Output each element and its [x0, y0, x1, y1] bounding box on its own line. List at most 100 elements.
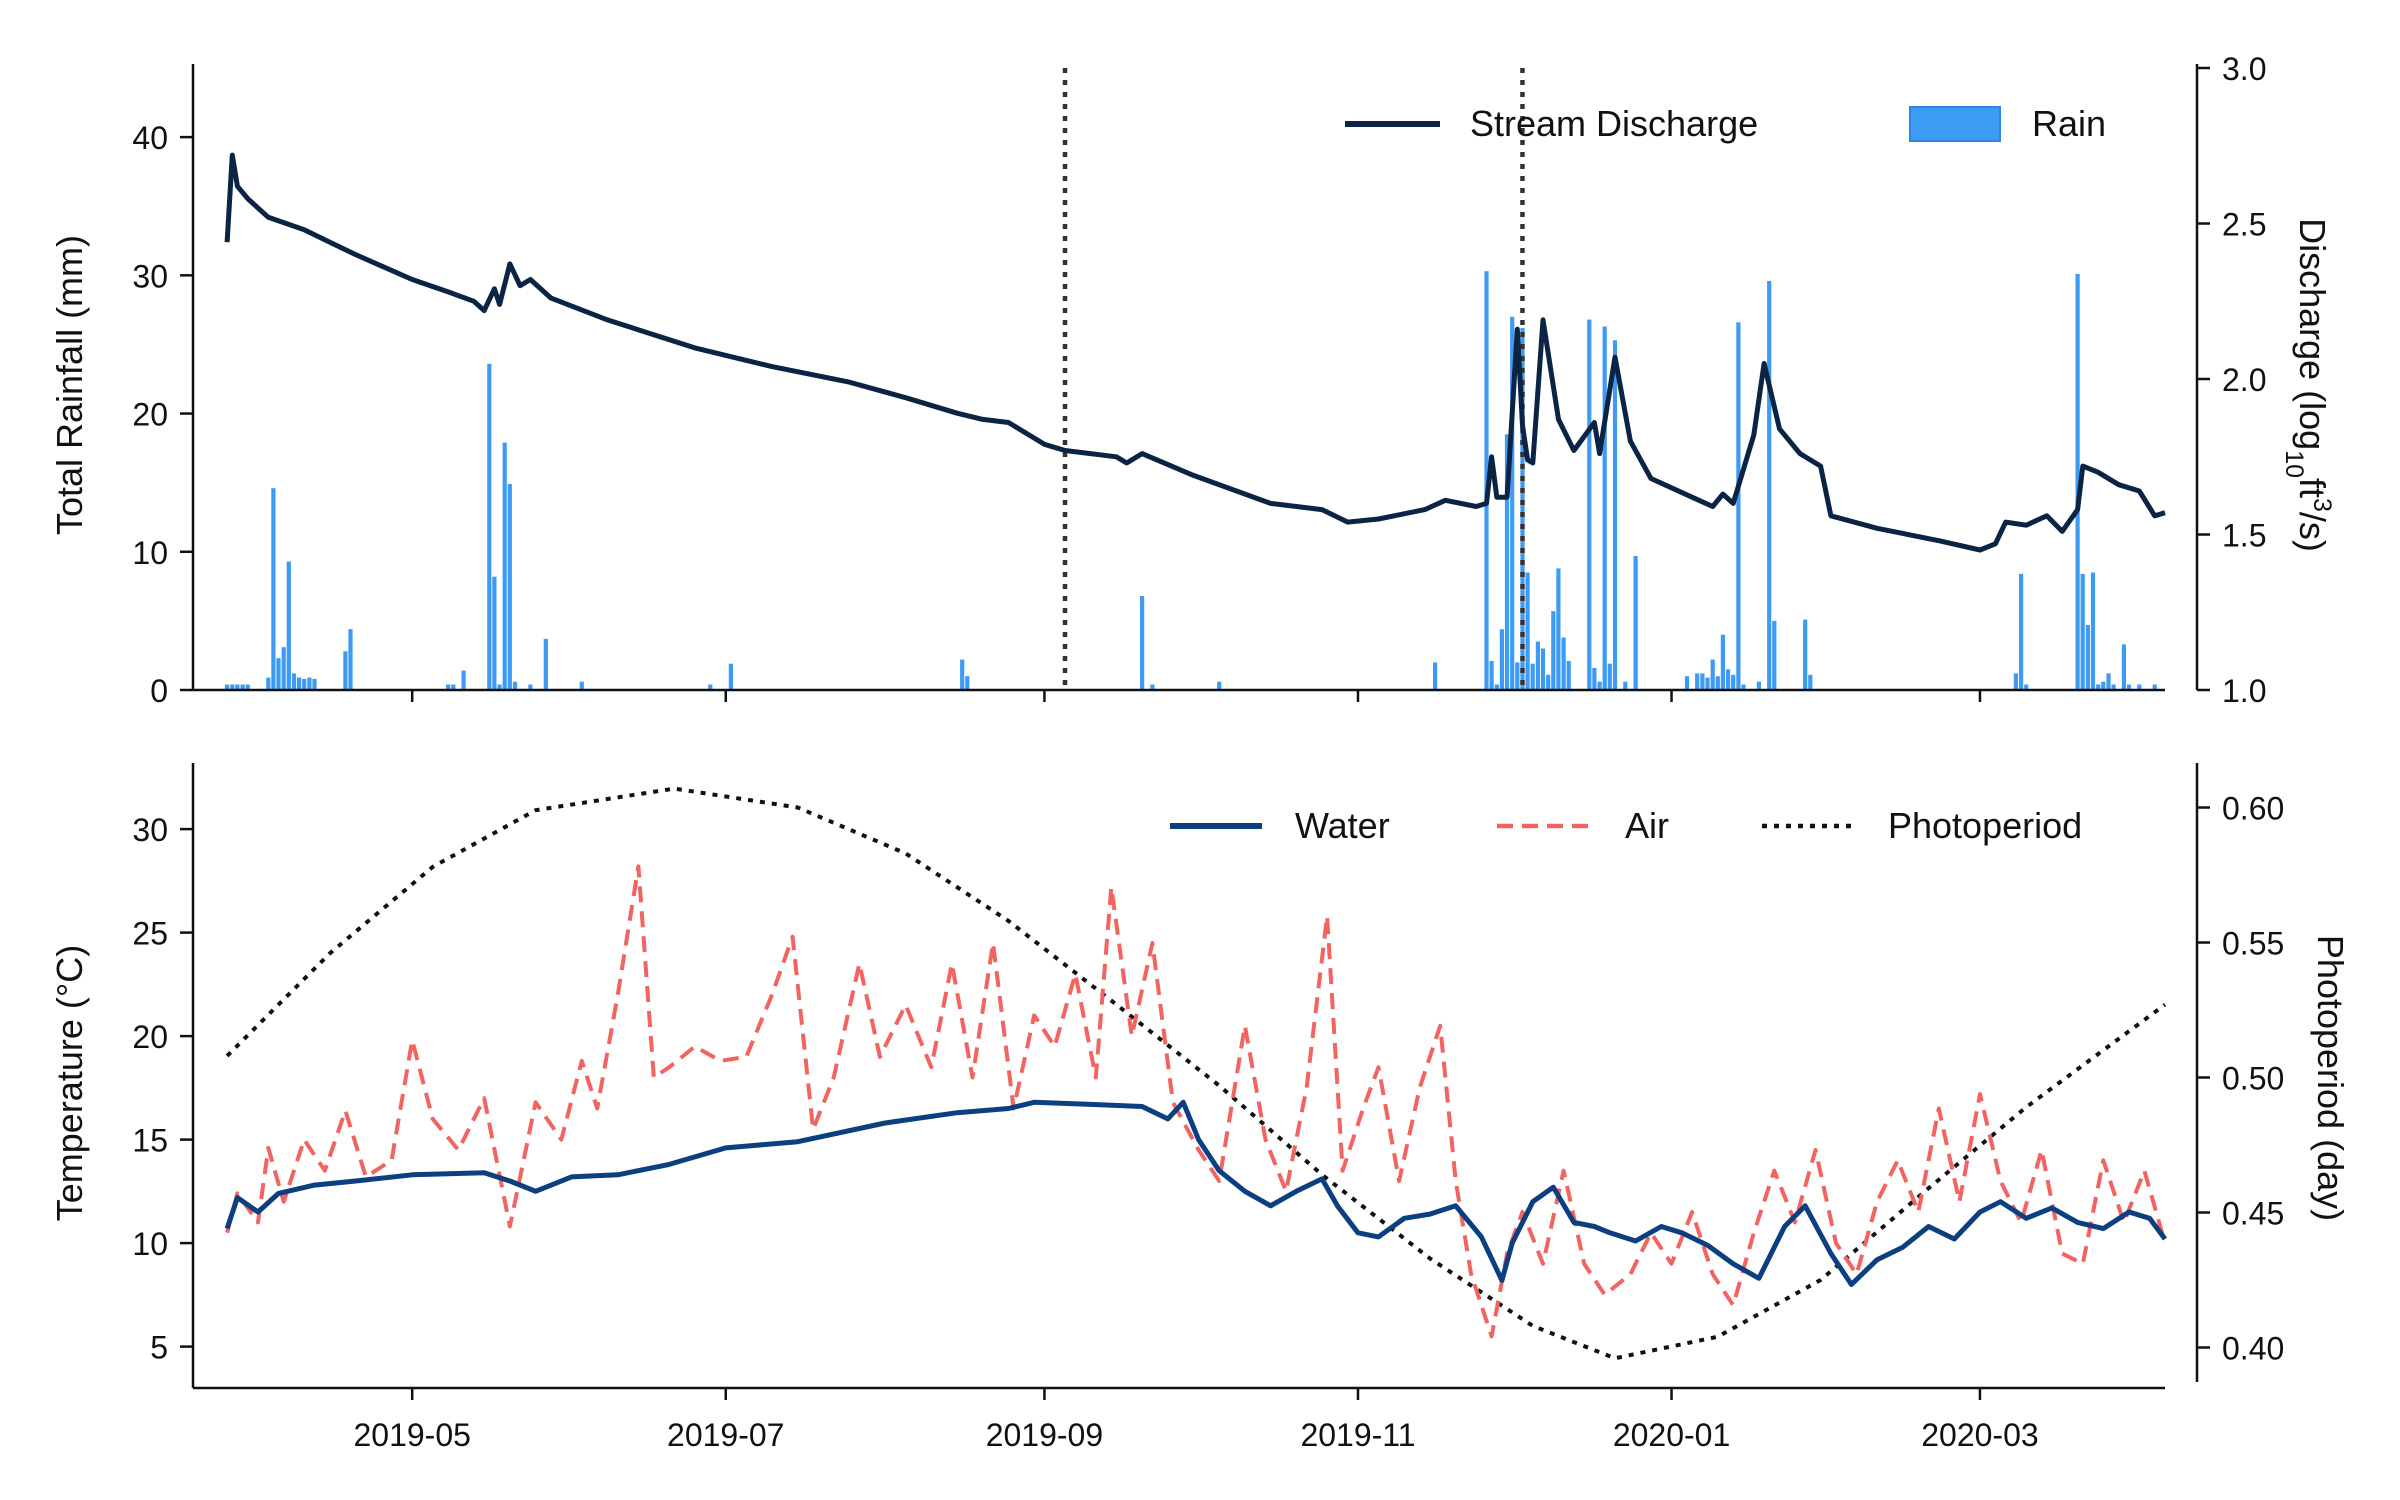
- x-tick-label: 2019-05: [353, 1417, 470, 1453]
- rain-bar: [286, 561, 291, 690]
- temperature-axis-label: Temperature (°C): [49, 945, 90, 1221]
- left-tick-label: 5: [150, 1330, 168, 1366]
- right-tick-label: 3.0: [2222, 51, 2266, 87]
- rain-bar: [1433, 662, 1438, 690]
- right-tick-label: 0.60: [2222, 791, 2284, 827]
- rain-bar: [1150, 684, 1155, 690]
- left-tick-label: 20: [132, 1019, 168, 1055]
- rain-bar: [1808, 674, 1813, 690]
- discharge-rainfall-panel: 0 10 20 30 40 1.0 1.5 2.0 2.5 3.0 Total Rainfall …: [49, 51, 2336, 709]
- rain-bar: [497, 684, 502, 690]
- rain-bar: [451, 684, 456, 690]
- rain-bar: [965, 676, 970, 690]
- discharge-axis-label: Discharge (log10ft3/s): [2280, 218, 2336, 552]
- rain-bar: [281, 647, 286, 690]
- rain-bar: [271, 488, 276, 690]
- rain-bar: [2101, 681, 2106, 690]
- rain-bar: [1623, 681, 1628, 690]
- rain-bar: [1772, 620, 1777, 690]
- rain-bar: [1551, 611, 1556, 690]
- rain-bar: [266, 677, 271, 690]
- left-tick-label: 0: [150, 673, 168, 709]
- rain-bar: [1587, 319, 1592, 690]
- rain-bar: [1607, 663, 1612, 690]
- rain-bar: [235, 684, 240, 690]
- rain-bar: [1767, 280, 1772, 690]
- rain-bar: [461, 670, 466, 690]
- top-legend: Stream Discharge Rain: [1345, 103, 2106, 144]
- rain-bar: [2075, 274, 2080, 690]
- x-tick-label: 2020-03: [1921, 1417, 2038, 1453]
- rain-bar: [1140, 596, 1145, 690]
- rain-bar: [492, 576, 497, 690]
- rain-bar: [1684, 676, 1690, 690]
- right-tick-label: 1.0: [2222, 673, 2266, 709]
- rain-bar: [1217, 681, 1222, 690]
- rain-bar: [2111, 684, 2116, 690]
- rain-bar: [1741, 684, 1746, 690]
- rain-bar: [708, 684, 713, 690]
- rain-bar: [543, 638, 548, 690]
- legend-photoperiod-label: Photoperiod: [1888, 805, 2082, 846]
- rain-bar: [1715, 676, 1720, 690]
- right-tick-label: 0.40: [2222, 1331, 2284, 1367]
- bottom-legend: Water Air Photoperiod: [1170, 805, 2082, 846]
- rain-bar: [1612, 340, 1618, 690]
- rain-bar: [240, 684, 245, 690]
- rain-bar: [1705, 677, 1710, 690]
- rain-bar: [1602, 326, 1607, 690]
- rain-bar: [1535, 641, 1540, 690]
- left-tick-label: 20: [132, 397, 168, 433]
- rain-bar: [1803, 619, 1808, 690]
- rain-bar: [1520, 327, 1525, 690]
- legend-air-label: Air: [1625, 805, 1669, 846]
- rain-bar: [291, 673, 297, 690]
- water-temperature-line: [224, 1099, 2168, 1287]
- rain-bar: [2090, 572, 2096, 690]
- rain-bar: [1633, 555, 1638, 690]
- rain-bar: [446, 684, 451, 690]
- x-tick-label: 2019-11: [1300, 1417, 1415, 1453]
- left-tick-label: 10: [132, 1226, 168, 1262]
- legend-rain-label: Rain: [2032, 103, 2106, 144]
- rain-bar: [2019, 573, 2024, 690]
- rain-bar: [728, 663, 733, 690]
- discharge-label-part: Discharge (log: [2292, 218, 2333, 450]
- discharge-label-superscript: 3: [2308, 498, 2336, 512]
- right-tick-label: 2.5: [2222, 207, 2266, 243]
- left-tick-label: 30: [132, 258, 168, 294]
- rain-bar: [307, 677, 312, 690]
- air-temperature-line: [225, 864, 2167, 1339]
- rain-bar: [302, 678, 307, 690]
- rain-bar: [348, 629, 353, 690]
- rain-bar: [1695, 673, 1700, 690]
- rain-bar: [1592, 667, 1597, 690]
- rain-bar: [507, 484, 512, 690]
- rain-bar: [2106, 673, 2111, 690]
- rain-bar: [312, 678, 317, 690]
- rain-bar: [245, 684, 250, 690]
- rain-bar: [2152, 684, 2157, 690]
- rain-bar: [579, 681, 584, 690]
- discharge-line: [224, 152, 2166, 553]
- left-tick-label: 40: [132, 120, 168, 156]
- rain-bar: [1710, 659, 1715, 690]
- rain-bar: [2137, 684, 2142, 690]
- top-plot-area: [224, 68, 2166, 690]
- rain-bar: [2126, 684, 2132, 690]
- rain-bar: [1736, 322, 1741, 690]
- discharge-label-subscript: 10: [2280, 450, 2308, 478]
- rain-bar: [276, 658, 281, 690]
- rain-bar: [1720, 634, 1725, 690]
- rain-bar: [512, 681, 518, 690]
- rain-bar: [1499, 629, 1504, 690]
- rain-bar: [1525, 572, 1530, 690]
- rainfall-axis-label: Total Rainfall (mm): [49, 235, 90, 535]
- legend-rain-swatch: [1909, 106, 2001, 142]
- rain-bar: [1597, 681, 1602, 690]
- left-tick-label: 10: [132, 535, 168, 571]
- rain-bar: [1510, 316, 1515, 690]
- rain-bar: [297, 677, 302, 690]
- x-tick-label: 2020-01: [1613, 1417, 1730, 1453]
